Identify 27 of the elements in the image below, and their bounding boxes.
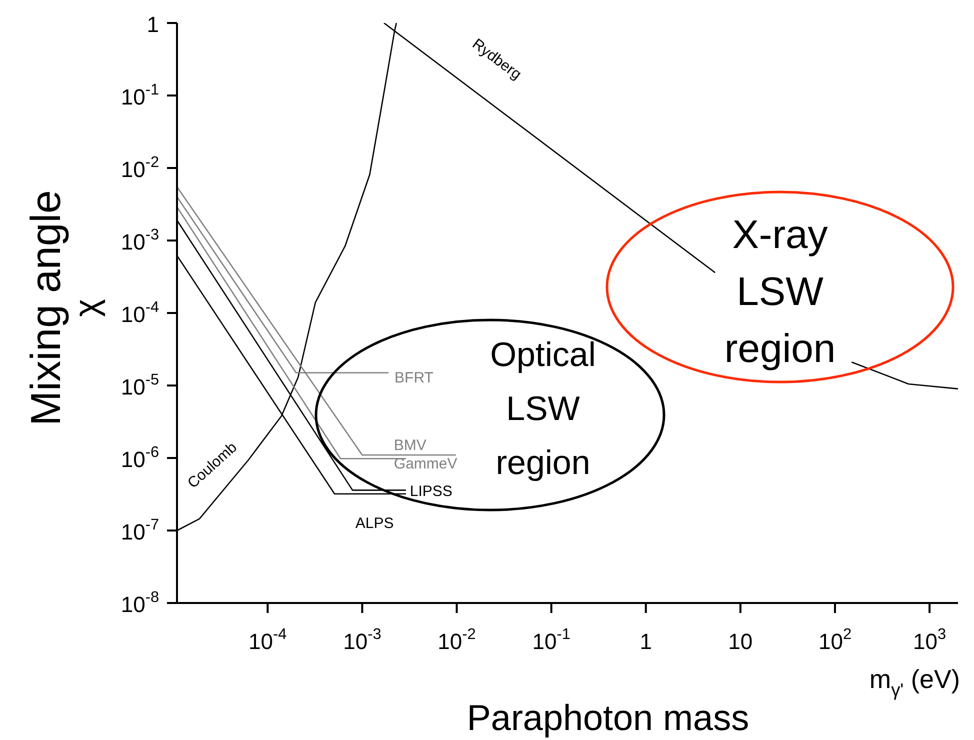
y-tick-label: 1	[146, 12, 159, 37]
annotation: Optical LSW region	[490, 336, 596, 482]
x-tick-label: 10	[728, 629, 753, 654]
series-label: ALPS	[355, 514, 394, 532]
x-tick-label: 10$^{-4}$	[248, 626, 288, 654]
y-tick-label: 10$^{-5}$	[120, 372, 159, 400]
x-axis-title: m$_{γ'}$ (eV)	[869, 664, 960, 700]
annotation: X-ray LSW region	[724, 213, 836, 371]
series-label: GammeV	[394, 456, 458, 473]
y-tick-label: 10$^{-2}$	[120, 154, 159, 182]
x-tick-label: 10$^{3}$	[913, 626, 946, 654]
series-label: BMV	[394, 437, 426, 454]
y-tick-label: 10$^{-3}$	[120, 226, 159, 254]
text: Paraphoton mass	[466, 697, 750, 738]
x-tick-label: 10$^{-3}$	[343, 626, 382, 654]
y-tick-label: 10$^{-8}$	[120, 589, 159, 617]
series-label: BFRT	[394, 370, 434, 387]
series-label: LIPSS	[410, 483, 452, 500]
x-tick-label: 1	[640, 629, 652, 654]
y-tick-label: 10$^{-4}$	[120, 299, 160, 327]
y-tick-label: 10$^{-1}$	[120, 82, 159, 110]
x-tick-label: 10$^{-1}$	[532, 626, 570, 654]
y-axis-title: Mixing angle χ	[22, 190, 106, 426]
y-tick-label: 10$^{-7}$	[120, 516, 159, 544]
x-tick-label: 10$^{-2}$	[438, 626, 476, 654]
y-tick-label: 10$^{-6}$	[120, 444, 159, 472]
x-tick-label: 10$^{2}$	[818, 626, 852, 654]
